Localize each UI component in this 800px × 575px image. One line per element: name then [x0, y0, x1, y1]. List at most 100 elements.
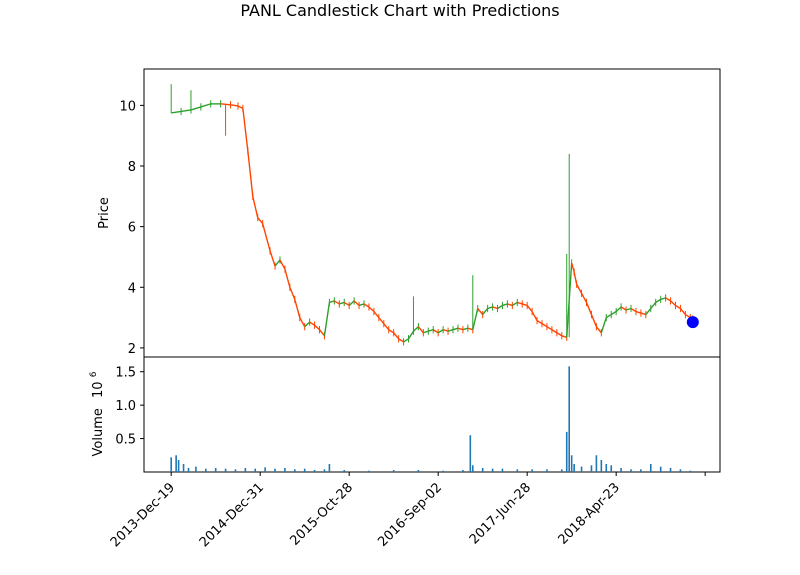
- price-segment: [645, 308, 652, 316]
- volume-scale-exponent: 6: [89, 371, 99, 377]
- price-segment: [242, 108, 249, 151]
- volume-bar: [175, 455, 177, 472]
- price-segment: [257, 217, 264, 225]
- price-segment: [348, 300, 355, 306]
- price-segment: [318, 329, 326, 337]
- volume-bar: [590, 465, 593, 472]
- volume-bar: [205, 468, 207, 472]
- price-segment: [541, 323, 548, 328]
- volume-bar: [570, 455, 573, 472]
- volume-bar: [462, 469, 464, 472]
- volume-bar: [328, 463, 331, 472]
- price-segment: [353, 300, 360, 306]
- volume-bar: [187, 467, 190, 472]
- price-segment: [457, 327, 464, 331]
- price-segment: [171, 110, 182, 114]
- volume-bar: [560, 469, 563, 472]
- price-segment: [368, 306, 375, 313]
- price-segment: [600, 317, 607, 333]
- volume-bar: [568, 366, 571, 472]
- volume-bar: [442, 470, 444, 472]
- x-tick-label: 2018-Apr-23: [556, 480, 623, 547]
- volume-bar: [610, 465, 613, 472]
- price-segment: [660, 297, 666, 301]
- price-segment: [590, 314, 598, 327]
- x-tick-label: 2013-Dec-19: [108, 480, 178, 550]
- price-segment: [190, 106, 202, 111]
- price-segment: [373, 311, 380, 319]
- price-segment: [309, 321, 315, 326]
- volume-bar: [214, 467, 217, 472]
- price-segment: [403, 338, 409, 343]
- prediction-marker: [686, 316, 699, 329]
- price-segment: [343, 301, 350, 307]
- price-ytick-label: 8: [128, 160, 136, 175]
- volume-bar: [605, 463, 608, 472]
- price-segment: [393, 332, 400, 340]
- volume-bar: [303, 468, 306, 472]
- volume-bar: [274, 468, 276, 472]
- price-segment: [323, 302, 331, 336]
- x-tick-label: 2017-Jun-28: [467, 480, 534, 547]
- price-segment: [200, 103, 211, 108]
- volume-bar: [580, 466, 583, 472]
- volume-bar: [313, 469, 316, 472]
- price-segment: [531, 311, 538, 321]
- volume-bar: [182, 463, 185, 472]
- volume-panel-frame: [143, 356, 721, 473]
- volume-bar: [244, 467, 247, 472]
- price-segment: [237, 105, 244, 110]
- price-segment: [437, 329, 444, 334]
- price-segment: [640, 312, 647, 316]
- volume-bar: [234, 469, 237, 472]
- volume-bar: [264, 467, 266, 472]
- volume-bar: [170, 457, 172, 472]
- price-segment: [261, 223, 271, 252]
- price-segment: [625, 307, 632, 311]
- price-segment: [635, 310, 642, 314]
- volume-bar: [630, 469, 632, 472]
- volume-bar: [293, 469, 296, 472]
- price-segment: [383, 323, 390, 331]
- price-segment: [517, 301, 523, 305]
- price-ytick-label: 6: [128, 221, 136, 236]
- volume-bar: [392, 469, 395, 472]
- price-segment: [679, 308, 686, 316]
- price-segment: [576, 283, 583, 294]
- price-segment: [580, 293, 588, 303]
- volume-bar: [546, 469, 548, 472]
- price-segment: [526, 305, 533, 312]
- price-segment: [556, 332, 563, 337]
- volume-axis-label: Volume 10 6: [89, 371, 106, 456]
- price-segment: [314, 324, 320, 331]
- price-segment: [304, 321, 311, 328]
- price-segment: [333, 300, 340, 305]
- price-segment: [467, 327, 473, 331]
- volume-bar: [600, 459, 603, 472]
- price-segment: [546, 326, 553, 331]
- price-segment: [398, 338, 404, 343]
- price-segment: [595, 326, 602, 334]
- price-segment: [299, 317, 306, 328]
- volume-label-text: Volume: [91, 408, 106, 456]
- price-segment: [472, 308, 479, 330]
- price-segment: [477, 308, 484, 316]
- volume-bar: [620, 467, 622, 472]
- price-ytick-label: 2: [128, 342, 136, 357]
- price-segment: [675, 304, 681, 310]
- price-segment: [294, 299, 301, 318]
- price-segment: [511, 301, 518, 307]
- volume-bar: [481, 467, 484, 472]
- price-ytick-label: 10: [119, 99, 136, 114]
- price-segment: [447, 329, 454, 332]
- price-segment: [615, 306, 622, 313]
- chart-title: PANL Candlestick Chart with Predictions: [240, 1, 559, 20]
- volume-bar: [659, 466, 662, 472]
- volume-bar: [469, 435, 472, 472]
- volume-bar: [669, 467, 672, 472]
- price-segment: [358, 303, 365, 307]
- price-axis-label: Price: [97, 197, 112, 229]
- price-segment: [610, 310, 617, 316]
- price-segment: [492, 306, 498, 310]
